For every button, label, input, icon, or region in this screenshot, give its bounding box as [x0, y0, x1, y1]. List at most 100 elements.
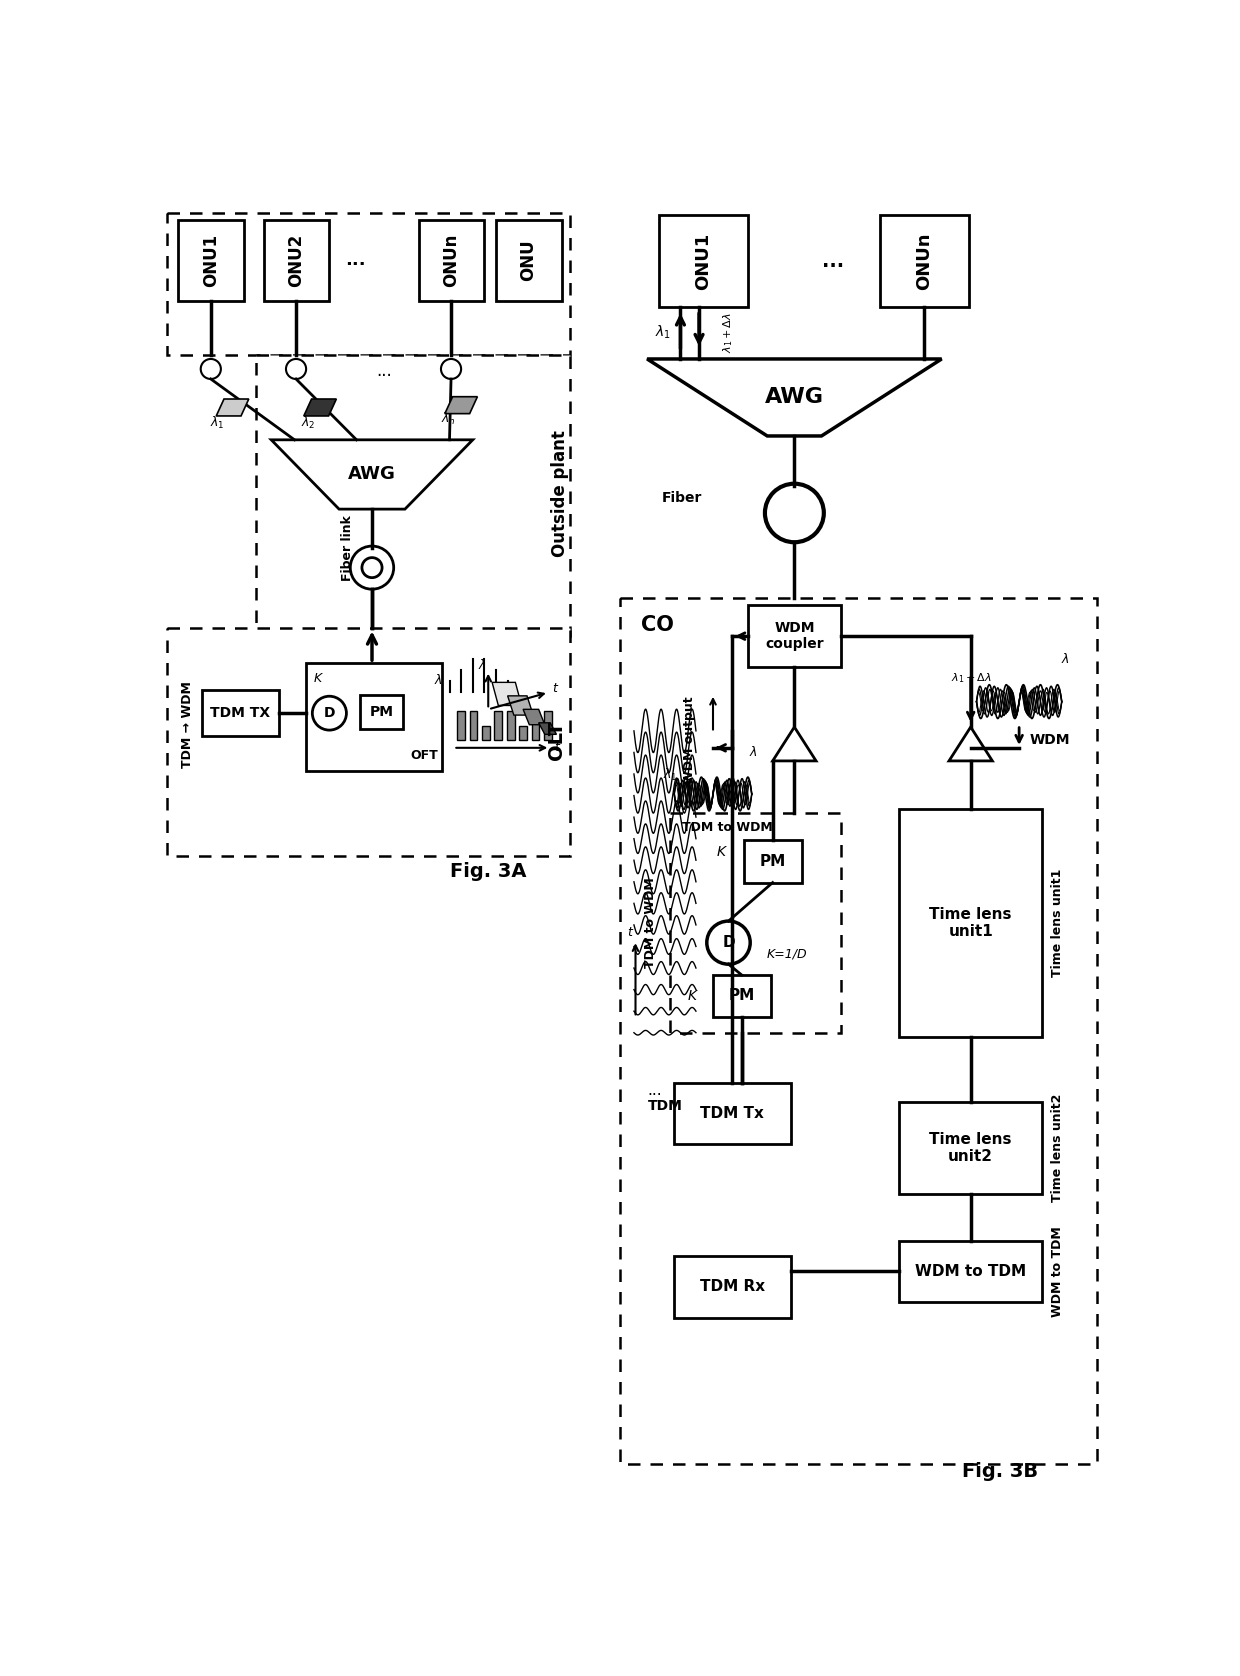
Text: Fiber: Fiber [662, 491, 702, 504]
Text: TDM to WDM: TDM to WDM [645, 878, 657, 969]
Bar [419, 220, 485, 302]
Bar [671, 813, 841, 1032]
Text: ...: ... [822, 251, 844, 272]
Text: Fig. 3A: Fig. 3A [450, 861, 527, 880]
Circle shape [765, 484, 823, 543]
Text: WDM
coupler: WDM coupler [765, 622, 823, 652]
Text: $\lambda_1$: $\lambda_1$ [663, 766, 678, 783]
Text: ...: ... [345, 251, 366, 270]
Bar [675, 1255, 791, 1317]
Text: ONUn: ONUn [915, 233, 932, 290]
Text: AWG: AWG [765, 387, 823, 407]
Text: ...: ... [376, 362, 392, 379]
Text: ONU1: ONU1 [202, 235, 219, 287]
Text: Fiber link: Fiber link [341, 515, 353, 580]
Text: ONU2: ONU2 [286, 233, 305, 287]
Bar [263, 220, 330, 302]
Text: ONU1: ONU1 [694, 233, 712, 290]
Text: TDM: TDM [647, 1099, 682, 1113]
Text: Outside plant: Outside plant [551, 431, 569, 556]
Bar [166, 213, 569, 355]
Circle shape [201, 359, 221, 379]
Text: TDM Tx: TDM Tx [701, 1106, 764, 1121]
Text: $\lambda_1$: $\lambda_1$ [210, 416, 224, 431]
Bar [458, 711, 465, 741]
Bar [744, 840, 802, 883]
Circle shape [362, 558, 382, 578]
Text: t: t [627, 927, 631, 939]
Text: $\lambda_1$: $\lambda_1$ [655, 323, 671, 340]
Circle shape [286, 359, 306, 379]
Text: WDM output: WDM output [683, 696, 696, 784]
Text: TDM → WDM: TDM → WDM [181, 680, 193, 768]
Bar [496, 220, 562, 302]
Bar [658, 215, 748, 307]
Text: K: K [687, 989, 697, 1002]
Text: TDM TX: TDM TX [211, 706, 270, 721]
Bar [255, 355, 569, 637]
Bar [675, 1083, 791, 1145]
Polygon shape [538, 722, 557, 734]
Bar [166, 628, 569, 856]
Circle shape [312, 696, 346, 731]
Bar [748, 605, 841, 667]
Bar [520, 726, 527, 741]
Bar [899, 1240, 1043, 1302]
Bar [179, 220, 244, 302]
Text: $\lambda_1+\Delta\lambda$: $\lambda_1+\Delta\lambda$ [722, 312, 735, 352]
Bar [495, 711, 502, 741]
Text: PM: PM [760, 853, 786, 868]
Text: TDM to WDM: TDM to WDM [682, 821, 773, 833]
Bar [899, 1103, 1043, 1195]
Text: Time lens unit2: Time lens unit2 [1052, 1094, 1064, 1202]
Polygon shape [445, 397, 477, 414]
Polygon shape [492, 682, 522, 706]
Bar [507, 711, 515, 741]
Bar [201, 691, 279, 736]
Bar [544, 711, 552, 741]
Polygon shape [773, 727, 816, 761]
Text: K=1/D: K=1/D [766, 947, 807, 960]
Bar [482, 726, 490, 741]
Bar [470, 711, 477, 741]
Bar [532, 711, 539, 741]
Polygon shape [523, 709, 544, 724]
Text: ONU: ONU [520, 240, 538, 282]
Text: WDM to TDM: WDM to TDM [915, 1264, 1027, 1279]
Text: $\lambda$: $\lambda$ [1061, 652, 1070, 667]
Text: Time lens unit1: Time lens unit1 [1052, 868, 1064, 977]
Bar [899, 810, 1043, 1036]
Bar [713, 975, 771, 1017]
Text: $\lambda$: $\lambda$ [479, 657, 487, 672]
Bar [306, 664, 441, 771]
Circle shape [441, 359, 461, 379]
Text: PM: PM [729, 989, 755, 1004]
Text: OLT: OLT [547, 721, 565, 759]
Text: TDM Rx: TDM Rx [699, 1279, 765, 1294]
Text: WDM: WDM [1030, 732, 1070, 747]
Text: $\lambda_1+\Delta\lambda$: $\lambda_1+\Delta\lambda$ [951, 672, 992, 685]
Text: $\lambda$: $\lambda$ [434, 674, 443, 687]
Polygon shape [949, 727, 992, 761]
Text: Time lens
unit2: Time lens unit2 [930, 1131, 1012, 1165]
Polygon shape [272, 439, 472, 510]
Text: PM: PM [370, 706, 393, 719]
Polygon shape [507, 696, 533, 716]
Polygon shape [647, 359, 941, 436]
Text: D: D [722, 935, 735, 950]
Circle shape [707, 922, 750, 964]
Text: CO: CO [641, 615, 673, 635]
Text: Time lens
unit1: Time lens unit1 [930, 907, 1012, 939]
Text: t: t [553, 682, 557, 696]
Text: WDM to TDM: WDM to TDM [1052, 1227, 1064, 1317]
Bar [620, 598, 1096, 1463]
Circle shape [351, 546, 394, 590]
Text: OFT: OFT [410, 749, 439, 763]
Text: Fig. 3B: Fig. 3B [962, 1461, 1038, 1482]
Text: $\lambda$: $\lambda$ [749, 744, 758, 759]
Text: $\lambda_2$: $\lambda_2$ [301, 416, 316, 431]
Text: ONUn: ONUn [441, 233, 460, 287]
Polygon shape [216, 399, 249, 416]
Bar [361, 696, 403, 729]
Bar [879, 215, 968, 307]
